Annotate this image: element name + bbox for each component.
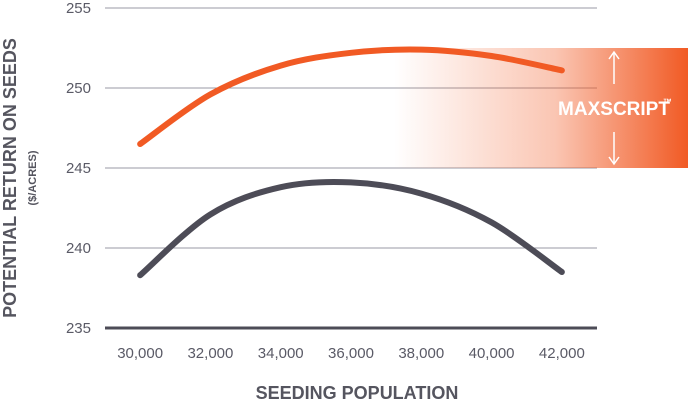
y-tick-labels: 255 250 245 240 235: [66, 0, 91, 337]
x-tick-label: 30,000: [117, 345, 163, 362]
x-axis-title: SEEDING POPULATION: [256, 383, 459, 402]
y-tick-label: 240: [66, 240, 91, 257]
y-axis-title: POTENTIAL RETURN ON SEEDS: [0, 38, 20, 318]
series-lines: [137, 46, 565, 279]
up-arrow-head: [608, 50, 620, 60]
y-tick-label: 245: [66, 160, 91, 177]
maxscript-label: MAXSCRIPT: [558, 99, 670, 120]
down-arrow-head: [608, 156, 620, 166]
grid: [105, 7, 597, 330]
y-tick-label: 235: [66, 320, 91, 337]
y-axis-unit: ($/ACRES): [27, 150, 39, 205]
maxscript-trademark: ™: [663, 97, 672, 107]
y-tick-label: 255: [66, 0, 91, 17]
x-tick-label: 34,000: [258, 345, 304, 362]
x-tick-label: 36,000: [328, 345, 374, 362]
x-tick-labels: 30,000 32,000 34,000 36,000 38,000 40,000 42,0…: [117, 345, 585, 362]
series-line-1: [137, 46, 565, 147]
x-tick-label: 40,000: [469, 345, 515, 362]
y-tick-label: 250: [66, 80, 91, 97]
x-tick-label: 42,000: [539, 345, 585, 362]
x-tick-label: 32,000: [187, 345, 233, 362]
x-tick-label: 38,000: [398, 345, 444, 362]
series-line-2: [137, 178, 565, 279]
